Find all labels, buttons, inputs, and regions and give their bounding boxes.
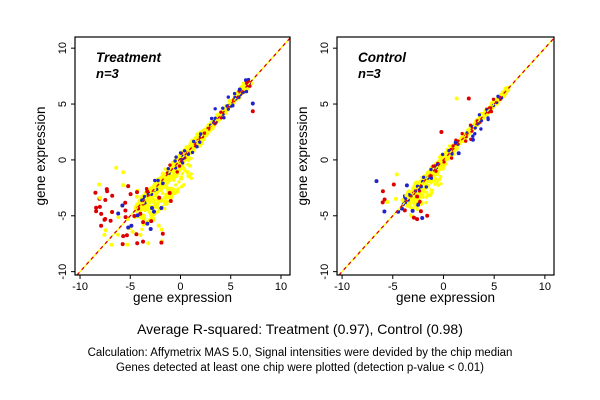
caption-detection: Genes detected at least one chip were pl… [116, 362, 484, 374]
treatment-ytick-label: 0 [57, 157, 69, 163]
treatment-xlabel: gene expression [133, 290, 232, 305]
control-axes-box [336, 36, 555, 276]
treatment-panel: -10 -5 0 5 10 -10 -5 0 5 10 gene expression gene ex… [33, 36, 291, 305]
control-ytick-label: 10 [319, 42, 331, 54]
control-ytick-label: 0 [319, 157, 331, 163]
treatment-ytick-label: -10 [57, 264, 69, 280]
treatment-ytick-label: 10 [57, 42, 69, 54]
control-ytick-label: 5 [319, 101, 331, 107]
treatment-xtick-label: 10 [275, 281, 287, 293]
control-points-layer [374, 85, 511, 222]
scatter-plots-svg: -10 -5 0 5 10 -10 -5 0 5 10 gene expression gene ex… [33, 36, 555, 305]
treatment-ylabel: gene expression [33, 106, 48, 205]
caption-r-squared: Average R-squared: Treatment (0.97), Con… [137, 321, 463, 337]
control-identity-line [338, 37, 555, 276]
control-ytick-label: -5 [319, 211, 331, 221]
treatment-ytick-label: -5 [57, 211, 69, 221]
treatment-xtick-label: 0 [177, 281, 183, 293]
treatment-panel-title: Treatment [96, 50, 162, 65]
caption-calculation: Calculation: Affymetrix MAS 5.0, Signal … [87, 347, 513, 359]
control-xtick-label: 10 [539, 281, 551, 293]
treatment-identity-line-base [76, 37, 291, 276]
control-panel: -10 -5 0 5 10 -10 -5 0 5 10 gene expression gene ex… [295, 36, 555, 305]
control-xlabel: gene expression [396, 290, 495, 305]
control-xtick-label: -5 [388, 281, 398, 293]
control-ytick-label: -10 [319, 264, 331, 280]
treatment-xtick-label: -5 [125, 281, 135, 293]
treatment-xtick-label: 5 [228, 281, 234, 293]
treatment-ytick-label: 5 [57, 101, 69, 107]
control-xtick-label: -10 [334, 281, 350, 293]
control-xtick-label: 0 [440, 281, 446, 293]
treatment-xtick-label: -10 [72, 281, 88, 293]
treatment-n-label: n=3 [96, 66, 120, 81]
control-ylabel: gene expression [295, 106, 310, 205]
control-n-label: n=3 [358, 66, 382, 81]
control-xtick-label: 5 [491, 281, 497, 293]
control-axis-ticks: -10 -5 0 5 10 -10 -5 0 5 10 [319, 42, 551, 293]
control-panel-title: Control [358, 50, 406, 65]
treatment-axis-ticks: -10 -5 0 5 10 -10 -5 0 5 10 [57, 42, 287, 293]
treatment-axes-box [74, 36, 291, 276]
